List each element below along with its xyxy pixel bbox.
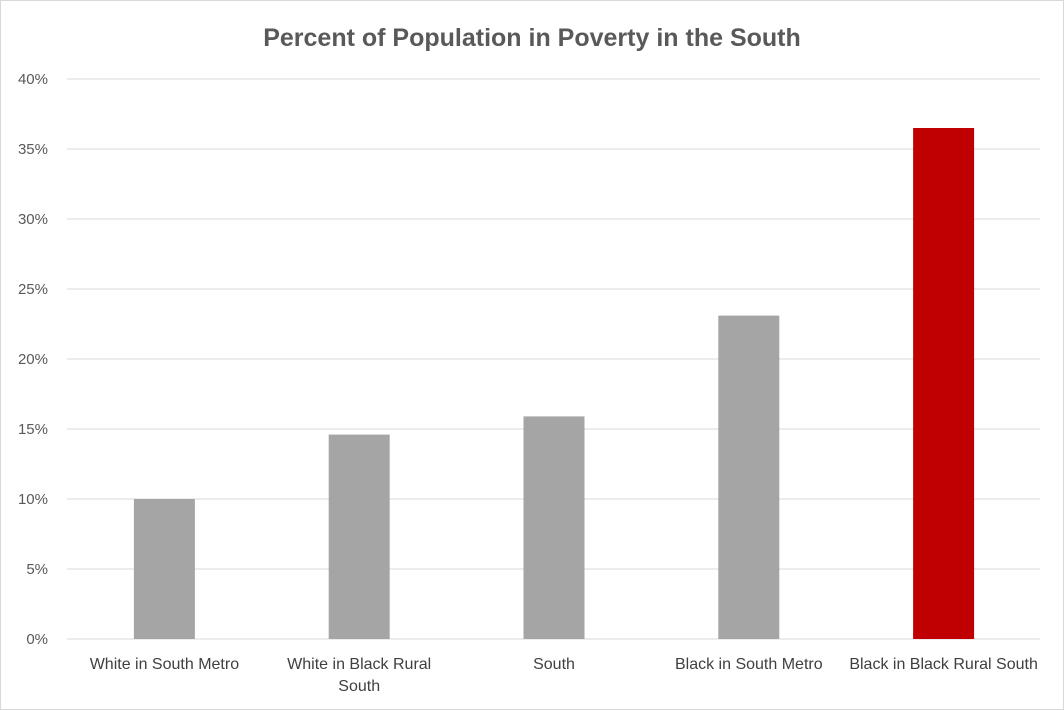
chart-title: Percent of Population in Poverty in the … bbox=[263, 24, 801, 52]
y-tick-label: 15% bbox=[18, 421, 48, 438]
x-category-label: White in South Metro bbox=[90, 656, 240, 673]
bar-black-in-black-rural-south bbox=[913, 128, 975, 639]
bar-white-in-south-metro bbox=[133, 499, 195, 639]
x-category-label: South bbox=[533, 656, 575, 673]
y-tick-label: 10% bbox=[18, 491, 48, 508]
bars bbox=[133, 128, 975, 639]
x-category-label: Black in South Metro bbox=[675, 656, 823, 673]
y-tick-label: 40% bbox=[18, 71, 48, 88]
x-axis-category-labels: White in South Metro White in Black Rural… bbox=[90, 656, 1038, 695]
bar-south bbox=[523, 416, 585, 639]
y-tick-label: 0% bbox=[26, 631, 48, 648]
y-tick-label: 35% bbox=[18, 141, 48, 158]
y-tick-label: 5% bbox=[26, 561, 48, 578]
y-tick-label: 25% bbox=[18, 281, 48, 298]
bar-white-in-black-rural-south bbox=[328, 434, 390, 639]
x-category-label: White in Black Rural South bbox=[287, 656, 431, 695]
y-tick-label: 20% bbox=[18, 351, 48, 368]
y-tick-label: 30% bbox=[18, 211, 48, 228]
y-axis-tick-labels: 0% 5% 10% 15% 20% 25% 30% 35% 40% bbox=[18, 71, 48, 648]
bar-black-in-south-metro bbox=[718, 315, 780, 639]
x-category-label: Black in Black Rural South bbox=[849, 656, 1038, 673]
